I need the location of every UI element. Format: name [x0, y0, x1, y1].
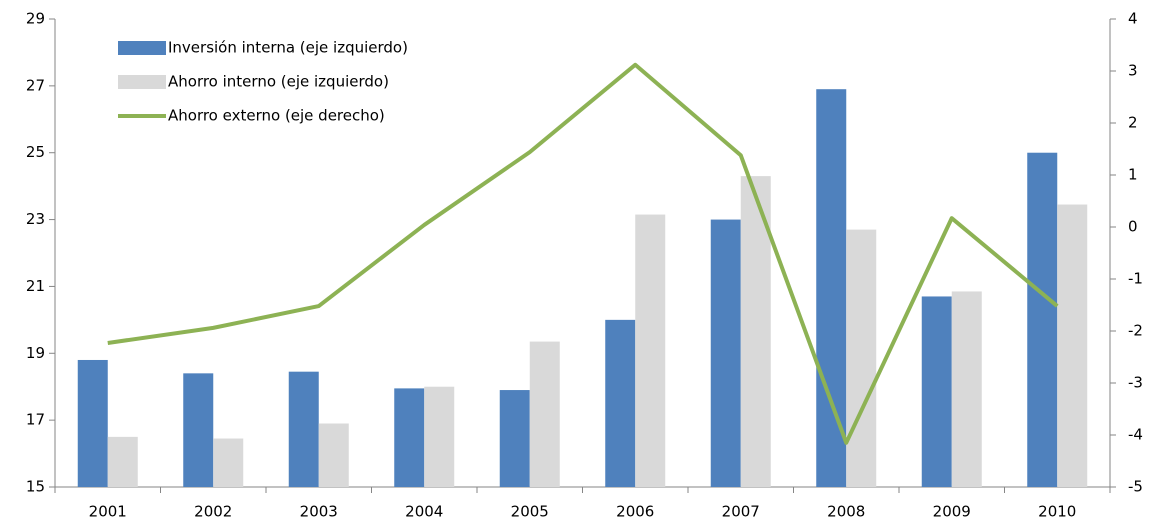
line-series: [107, 62, 1059, 445]
x-tick-label: 2003: [300, 503, 338, 521]
x-tick-label: 2006: [616, 503, 654, 521]
y2-tick-label: -3: [1128, 374, 1143, 392]
y-tick-label: 15: [26, 478, 45, 496]
bar: [529, 341, 560, 487]
legend-label: Inversión interna (eje izquierdo): [168, 39, 408, 57]
bar: [816, 89, 847, 487]
bar: [605, 319, 636, 487]
x-tick-label: 2002: [194, 503, 232, 521]
x-tick-label: 2004: [405, 503, 443, 521]
y-tick-label: 21: [26, 277, 45, 295]
bar: [77, 359, 108, 487]
legend-swatch: [118, 75, 166, 89]
y2-tick-label: 1: [1128, 166, 1138, 184]
y2-tick-label: -4: [1128, 426, 1143, 444]
bar: [710, 219, 741, 488]
y2-tick-label: -2: [1128, 322, 1143, 340]
x-tick-label: 2005: [511, 503, 549, 521]
bar: [499, 390, 530, 487]
y-tick-label: 29: [26, 10, 45, 28]
x-tick-label: 2007: [722, 503, 760, 521]
y-tick-label: 23: [26, 210, 45, 228]
legend-label: Ahorro externo (eje derecho): [168, 107, 385, 125]
bar: [635, 214, 666, 488]
y2-tick-label: -1: [1128, 270, 1143, 288]
bar: [1027, 152, 1058, 487]
bar: [921, 296, 952, 487]
y2-tick-label: -5: [1128, 478, 1143, 496]
y2-tick-label: 4: [1128, 10, 1138, 28]
y2-tick-label: 0: [1128, 218, 1138, 236]
bar: [183, 373, 214, 487]
y-tick-label: 17: [26, 411, 45, 429]
x-tick-label: 2008: [827, 503, 865, 521]
legend-label: Ahorro interno (eje izquierdo): [168, 73, 389, 91]
y-tick-label: 27: [26, 76, 45, 94]
y-tick-label: 19: [26, 344, 45, 362]
bar: [318, 423, 349, 487]
bar: [394, 388, 425, 487]
y2-tick-label: 2: [1128, 114, 1138, 132]
bar: [424, 386, 455, 487]
bar: [107, 436, 138, 487]
y2-tick-label: 3: [1128, 62, 1138, 80]
bar: [951, 291, 982, 487]
bar: [288, 371, 319, 487]
legend-swatch: [118, 41, 166, 55]
x-tick-label: 2001: [89, 503, 127, 521]
bar: [213, 438, 244, 487]
x-tick-label: 2009: [933, 503, 971, 521]
x-tick-label: 2010: [1038, 503, 1076, 521]
y-tick-label: 25: [26, 143, 45, 161]
bar: [1057, 204, 1088, 487]
bar: [846, 229, 877, 487]
